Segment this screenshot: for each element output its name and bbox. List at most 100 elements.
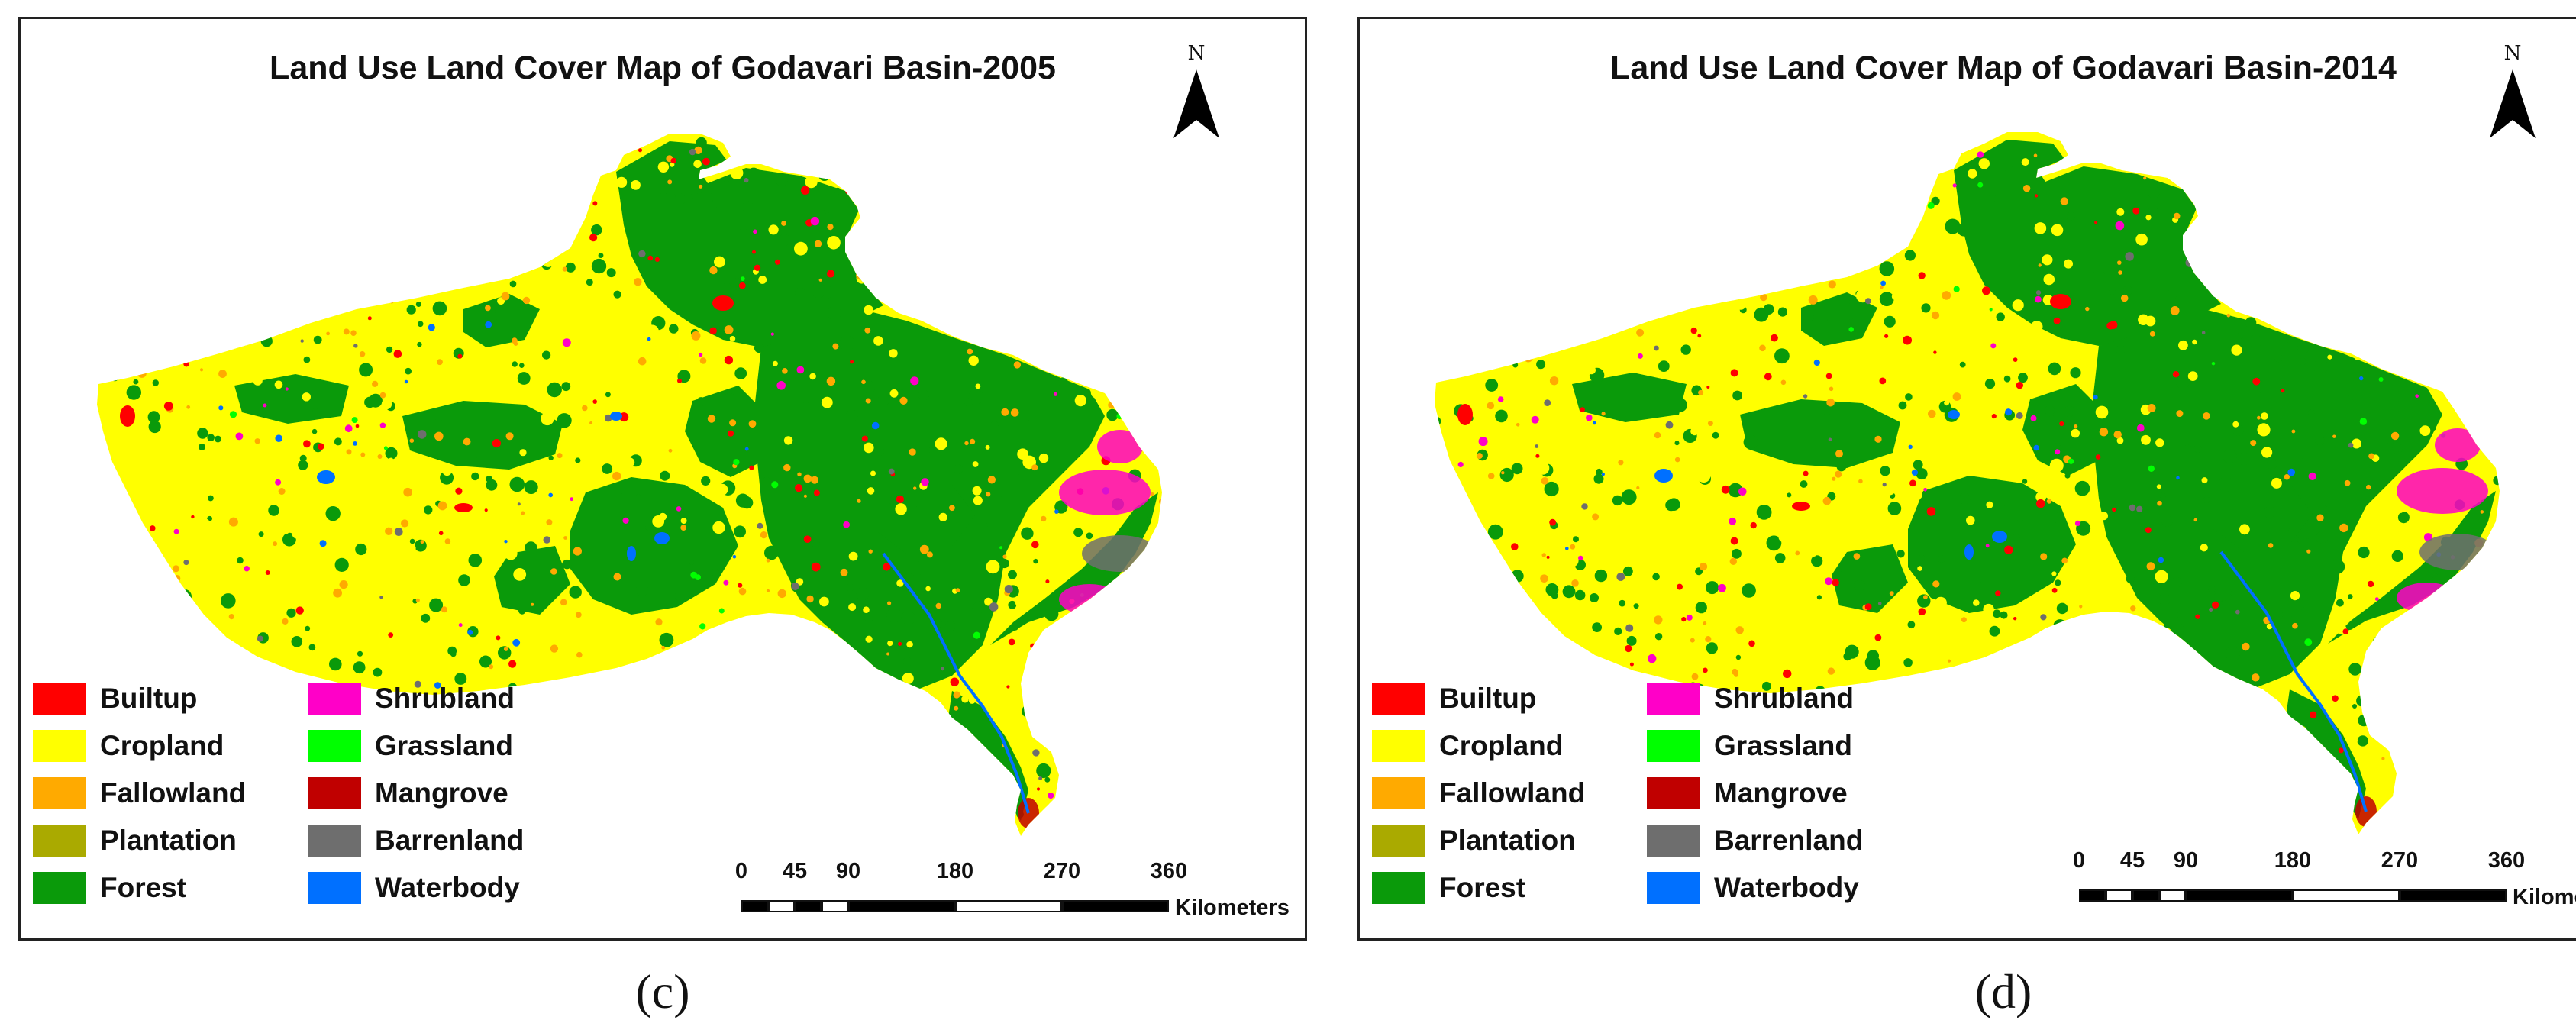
land-cover-speck [760, 531, 768, 539]
north-label: N [2503, 42, 2522, 65]
land-cover-speck [941, 667, 944, 671]
land-cover-speck [107, 189, 115, 199]
land-cover-speck [2445, 647, 2456, 657]
land-cover-speck [2017, 696, 2022, 700]
land-cover-speck [865, 635, 873, 643]
land-cover-speck [1947, 659, 1951, 663]
land-cover-speck [1574, 589, 1586, 601]
land-cover-speck [1698, 389, 1704, 395]
land-cover-speck [717, 777, 732, 793]
land-cover-speck [2030, 415, 2037, 421]
legend-label: Shrubland [375, 683, 515, 714]
land-cover-speck [951, 796, 964, 809]
land-cover-speck [673, 825, 686, 836]
land-cover-speck [2185, 258, 2195, 267]
land-cover-speck [2329, 222, 2335, 228]
land-cover-speck [2372, 721, 2377, 727]
land-cover-speck [2118, 270, 2122, 275]
land-cover-speck [1450, 567, 1457, 574]
land-cover-speck [1452, 347, 1456, 351]
land-cover-speck [573, 200, 577, 205]
land-cover-speck [1938, 555, 1945, 563]
land-cover-speck [2197, 221, 2201, 225]
land-cover-speck [1982, 710, 1996, 724]
land-cover-speck [1743, 434, 1758, 450]
land-cover-speck [575, 612, 582, 618]
land-cover-speck [302, 392, 311, 402]
land-cover-speck [492, 154, 499, 162]
land-cover-speck [183, 361, 189, 367]
legend-label: Plantation [1439, 825, 1576, 856]
land-cover-speck [2315, 435, 2325, 446]
land-cover-speck [515, 257, 525, 267]
land-cover-speck [1951, 793, 1959, 801]
land-cover-speck [2072, 783, 2083, 795]
land-cover-speck [1115, 718, 1124, 726]
land-cover-speck [1051, 320, 1058, 328]
land-cover-speck [975, 383, 981, 389]
land-cover-speck [1113, 625, 1127, 638]
land-cover-speck [989, 244, 997, 251]
land-cover-speck [1143, 719, 1148, 724]
land-cover-speck [393, 350, 402, 358]
land-cover-speck [1931, 311, 1940, 320]
land-cover-speck [856, 587, 870, 601]
land-cover-speck [2226, 313, 2231, 318]
land-cover-speck [1551, 287, 1558, 293]
land-cover-speck [152, 379, 159, 386]
land-cover-speck [2344, 152, 2353, 162]
land-cover-speck [939, 161, 945, 167]
land-cover-speck [2386, 302, 2390, 305]
land-cover-speck [706, 789, 718, 801]
land-cover-speck [108, 344, 115, 352]
land-cover-speck [1074, 395, 1086, 407]
land-cover-speck [560, 708, 570, 718]
land-cover-speck [2495, 442, 2500, 451]
land-cover-speck [2347, 395, 2353, 402]
land-cover-speck [1732, 283, 1742, 292]
land-cover-speck [2035, 194, 2039, 198]
land-cover-speck [1580, 407, 1585, 412]
land-cover-speck [186, 208, 194, 216]
land-cover-speck [2429, 718, 2435, 724]
land-cover-speck [1660, 132, 1665, 137]
land-cover-speck [886, 607, 902, 623]
land-cover-speck [2389, 234, 2393, 237]
legend-label: Cropland [1439, 730, 1564, 761]
land-cover-speck [827, 306, 841, 320]
land-cover-speck [1902, 806, 1911, 816]
land-cover-speck [479, 367, 485, 373]
land-cover-speck [1095, 807, 1104, 817]
land-cover-speck [797, 472, 802, 476]
land-cover-speck [2488, 547, 2494, 553]
land-cover-speck [2426, 166, 2439, 180]
land-cover-speck [170, 288, 181, 299]
land-cover-speck [1795, 550, 1800, 556]
land-cover-speck [286, 608, 296, 618]
land-cover-speck [2235, 609, 2240, 615]
land-cover-speck [2098, 618, 2110, 629]
land-cover-speck [863, 231, 868, 236]
land-cover-speck [993, 261, 1003, 271]
land-cover-speck [2142, 763, 2148, 770]
waterbody-patch [1992, 531, 2007, 543]
north-arrow: N [2482, 42, 2543, 142]
land-cover-speck [816, 661, 821, 667]
land-cover-speck [1696, 292, 1702, 299]
land-cover-speck [623, 718, 631, 725]
land-cover-speck [265, 570, 270, 575]
land-cover-speck [183, 560, 189, 566]
land-cover-speck [889, 389, 899, 398]
land-cover-speck [2051, 587, 2058, 593]
land-cover-speck [2116, 208, 2125, 216]
land-cover-speck [2211, 601, 2219, 609]
land-cover-speck [1596, 272, 1605, 282]
land-cover-speck [1858, 184, 1867, 192]
land-cover-speck [746, 167, 761, 182]
land-cover-speck [655, 618, 663, 626]
land-cover-speck [282, 618, 289, 625]
land-cover-speck [2093, 809, 2101, 818]
land-cover-speck [455, 487, 463, 495]
land-cover-speck [1012, 341, 1019, 349]
